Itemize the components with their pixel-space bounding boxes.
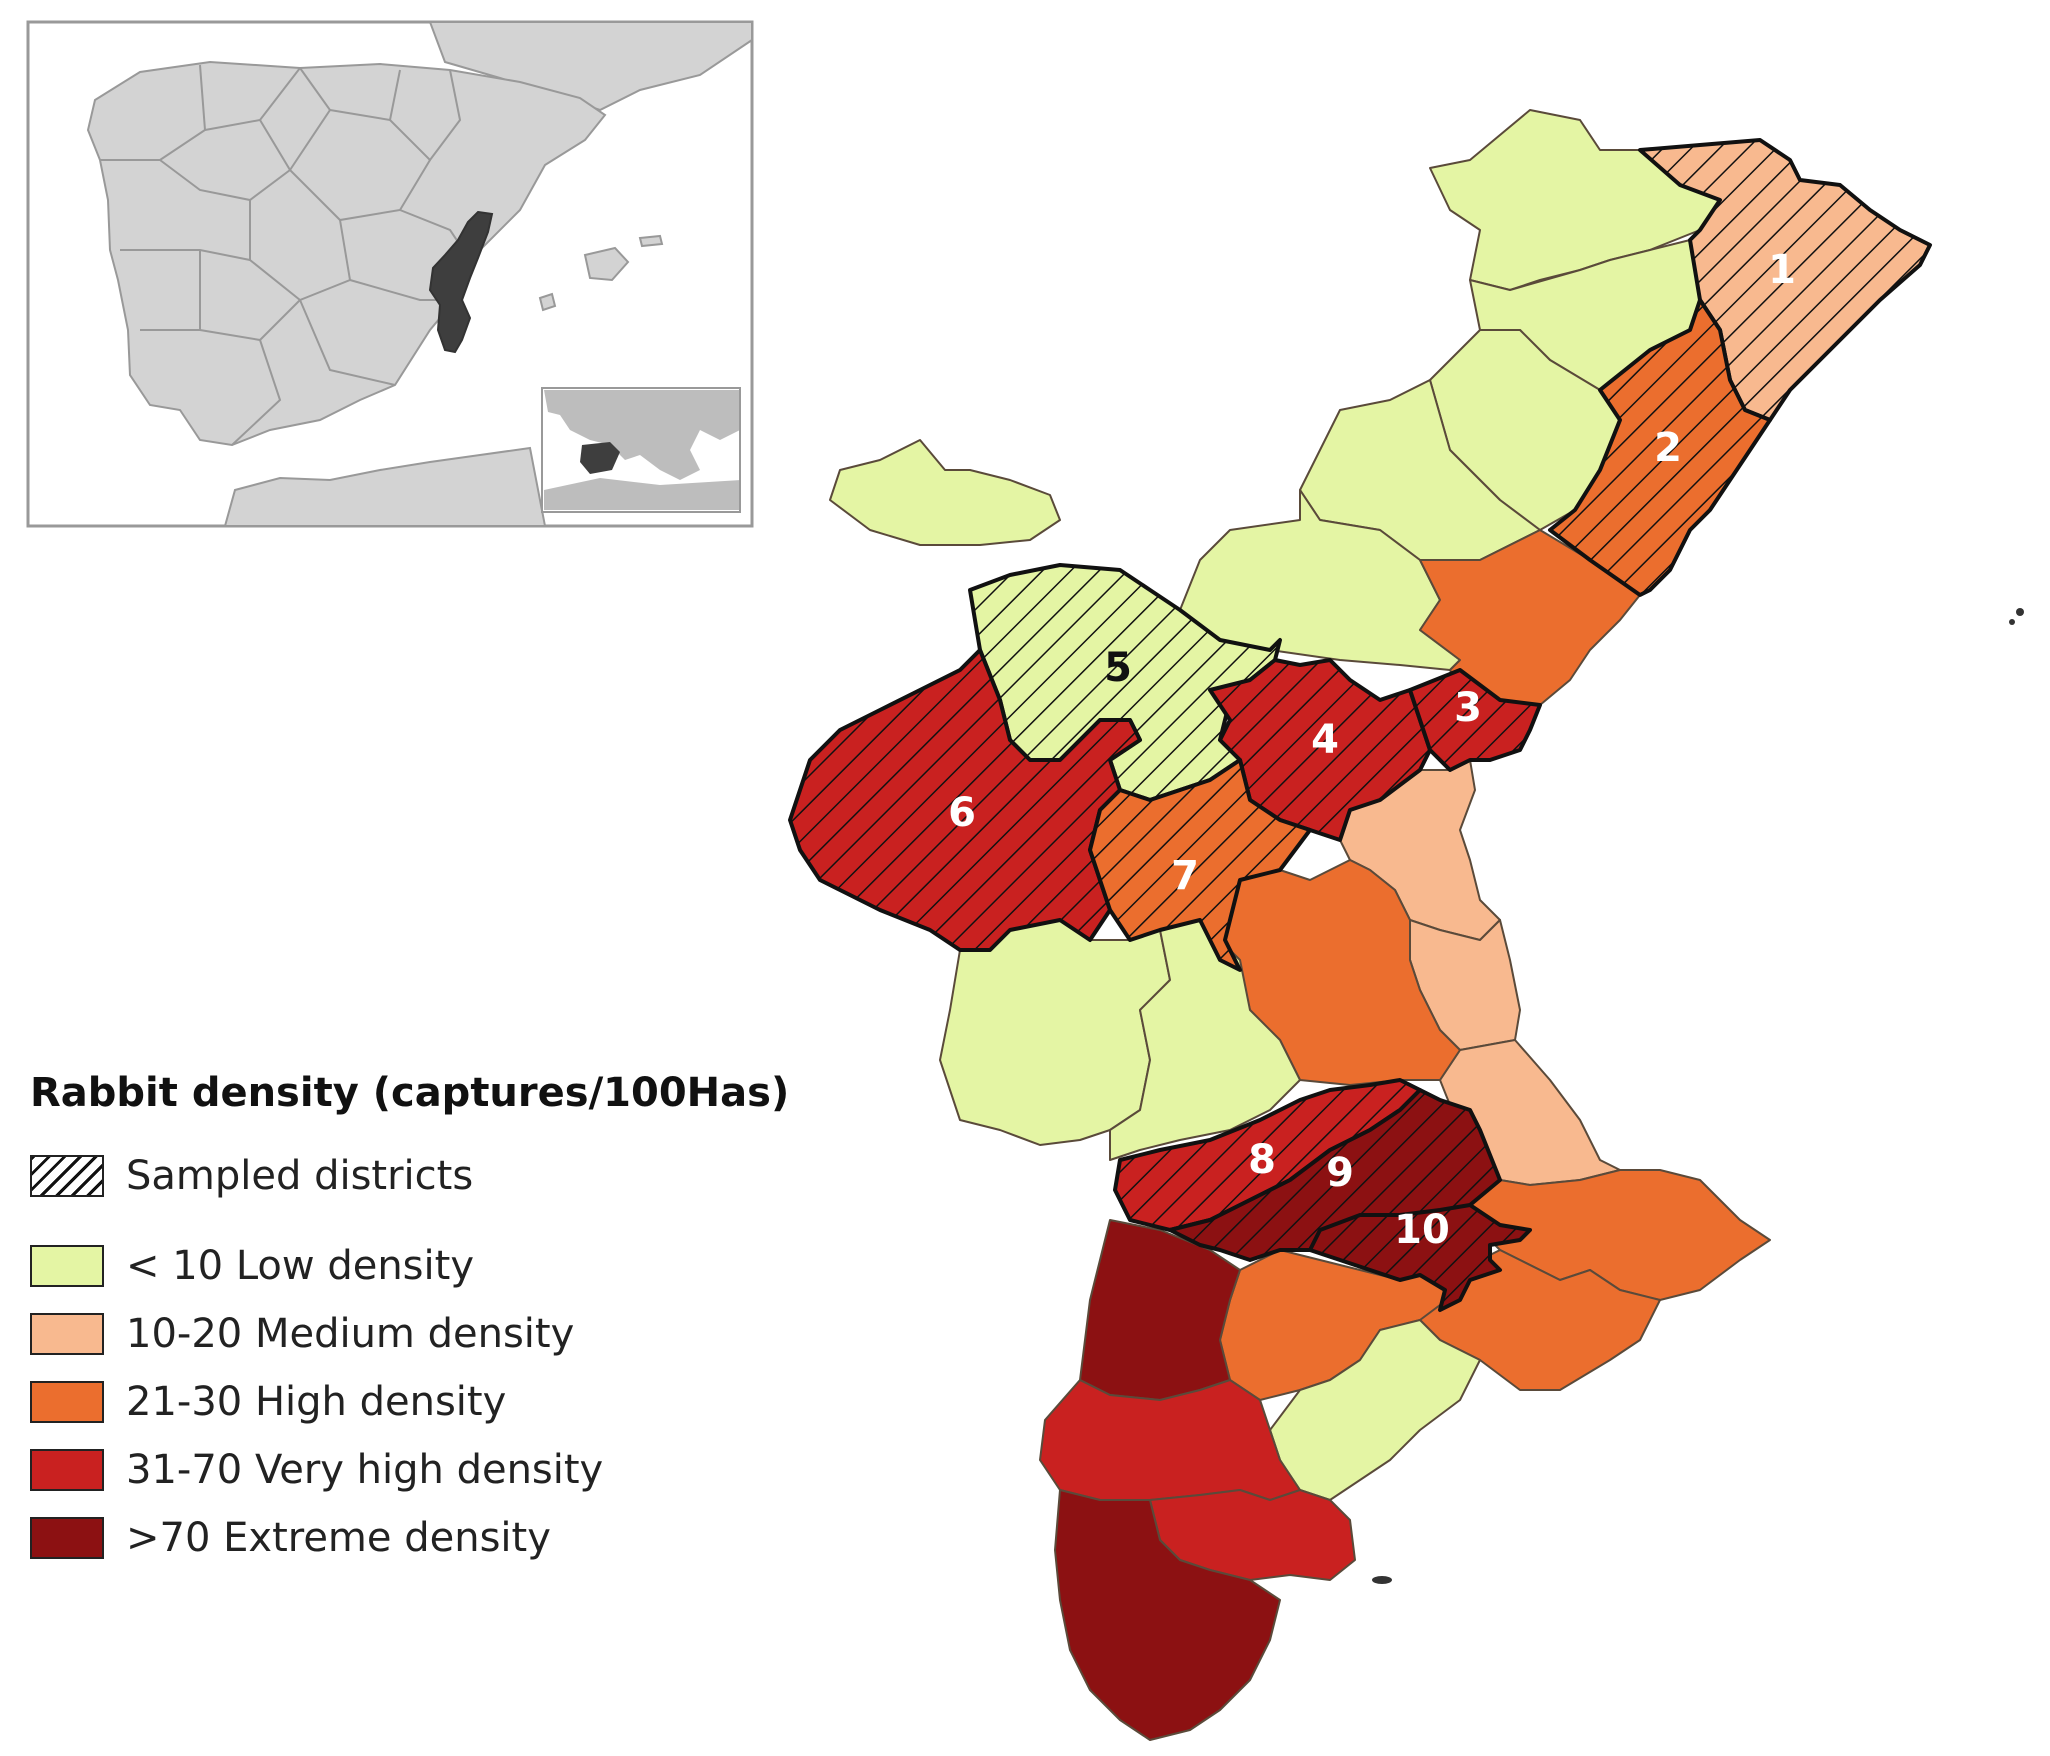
district-north-a <box>1429 109 1721 291</box>
district-label-3: 3 <box>1454 685 1482 731</box>
sampled-district-2 <box>1548 298 1772 597</box>
legend-item-medium: 10-20 Medium density <box>30 1304 830 1364</box>
legend-swatch-high <box>30 1381 104 1423</box>
legend-swatch-low <box>30 1245 104 1287</box>
sampled-district-7 <box>1088 758 1312 972</box>
district-label-2: 2 <box>1654 425 1682 471</box>
inset-menorca <box>638 234 664 248</box>
legend-item-high: 21-30 High density <box>30 1372 830 1432</box>
legend-label-very-high: 31-70 Very high density <box>126 1447 604 1493</box>
legend-swatch-extreme <box>30 1517 104 1559</box>
inset-valencia-region <box>428 210 494 354</box>
legend-item-sampled: Sampled districts <box>30 1146 830 1206</box>
district-label-4: 4 <box>1311 717 1339 763</box>
district-label-9: 9 <box>1326 1150 1354 1196</box>
district-label-8: 8 <box>1248 1137 1276 1183</box>
legend-label-medium: 10-20 Medium density <box>126 1311 575 1357</box>
district-plana <box>1419 529 1641 706</box>
sampled-district-3 <box>1408 668 1542 772</box>
district-requena <box>939 919 1171 1146</box>
district-ayora <box>1109 919 1301 1161</box>
inset-france <box>428 22 752 112</box>
district-label-7: 7 <box>1171 853 1199 899</box>
sampled-district-6 <box>788 648 1142 952</box>
europe-mini-africa <box>544 478 739 510</box>
district-vega-baja <box>1054 1489 1281 1741</box>
district-label-5: 5 <box>1104 645 1132 691</box>
hatch-swatch <box>30 1155 104 1197</box>
legend-label-sampled: Sampled districts <box>126 1153 474 1199</box>
legend-label-low: < 10 Low density <box>126 1243 474 1289</box>
district-label-1: 1 <box>1768 247 1796 293</box>
legend: Rabbit density (captures/100Has) Sampled… <box>30 1070 830 1576</box>
tabarca-islet <box>1372 1576 1392 1584</box>
sampled-district-1 <box>1638 138 1932 422</box>
columbretes-islet <box>2016 608 2024 616</box>
legend-label-extreme: >70 Extreme density <box>126 1515 551 1561</box>
district-rincon-exclave <box>829 439 1061 546</box>
district-label-10: 10 <box>1394 1207 1450 1253</box>
legend-label-high: 21-30 High density <box>126 1379 507 1425</box>
legend-item-very-high: 31-70 Very high density <box>30 1440 830 1500</box>
sampled-district-10 <box>1308 1203 1532 1312</box>
legend-swatch-medium <box>30 1313 104 1355</box>
columbretes-islet <box>2009 619 2015 625</box>
district-labels: 1 2 3 4 5 6 7 8 9 10 <box>948 247 1796 1253</box>
legend-item-extreme: >70 Extreme density <box>30 1508 830 1568</box>
legend-swatch-very-high <box>30 1449 104 1491</box>
legend-title: Rabbit density (captures/100Has) <box>30 1070 790 1116</box>
locator-inset <box>26 20 754 528</box>
inset-province-lines <box>100 64 471 446</box>
district-label-6: 6 <box>948 790 976 836</box>
inset-mallorca <box>583 246 630 282</box>
sampled-district-4 <box>1208 658 1432 842</box>
legend-item-low: < 10 Low density <box>30 1236 830 1296</box>
valencia-districts <box>788 109 2024 1741</box>
europe-mini-land <box>544 390 739 480</box>
europe-mini-spain <box>580 442 620 474</box>
inset-north-africa <box>223 446 547 526</box>
inset-ibiza <box>538 292 557 312</box>
